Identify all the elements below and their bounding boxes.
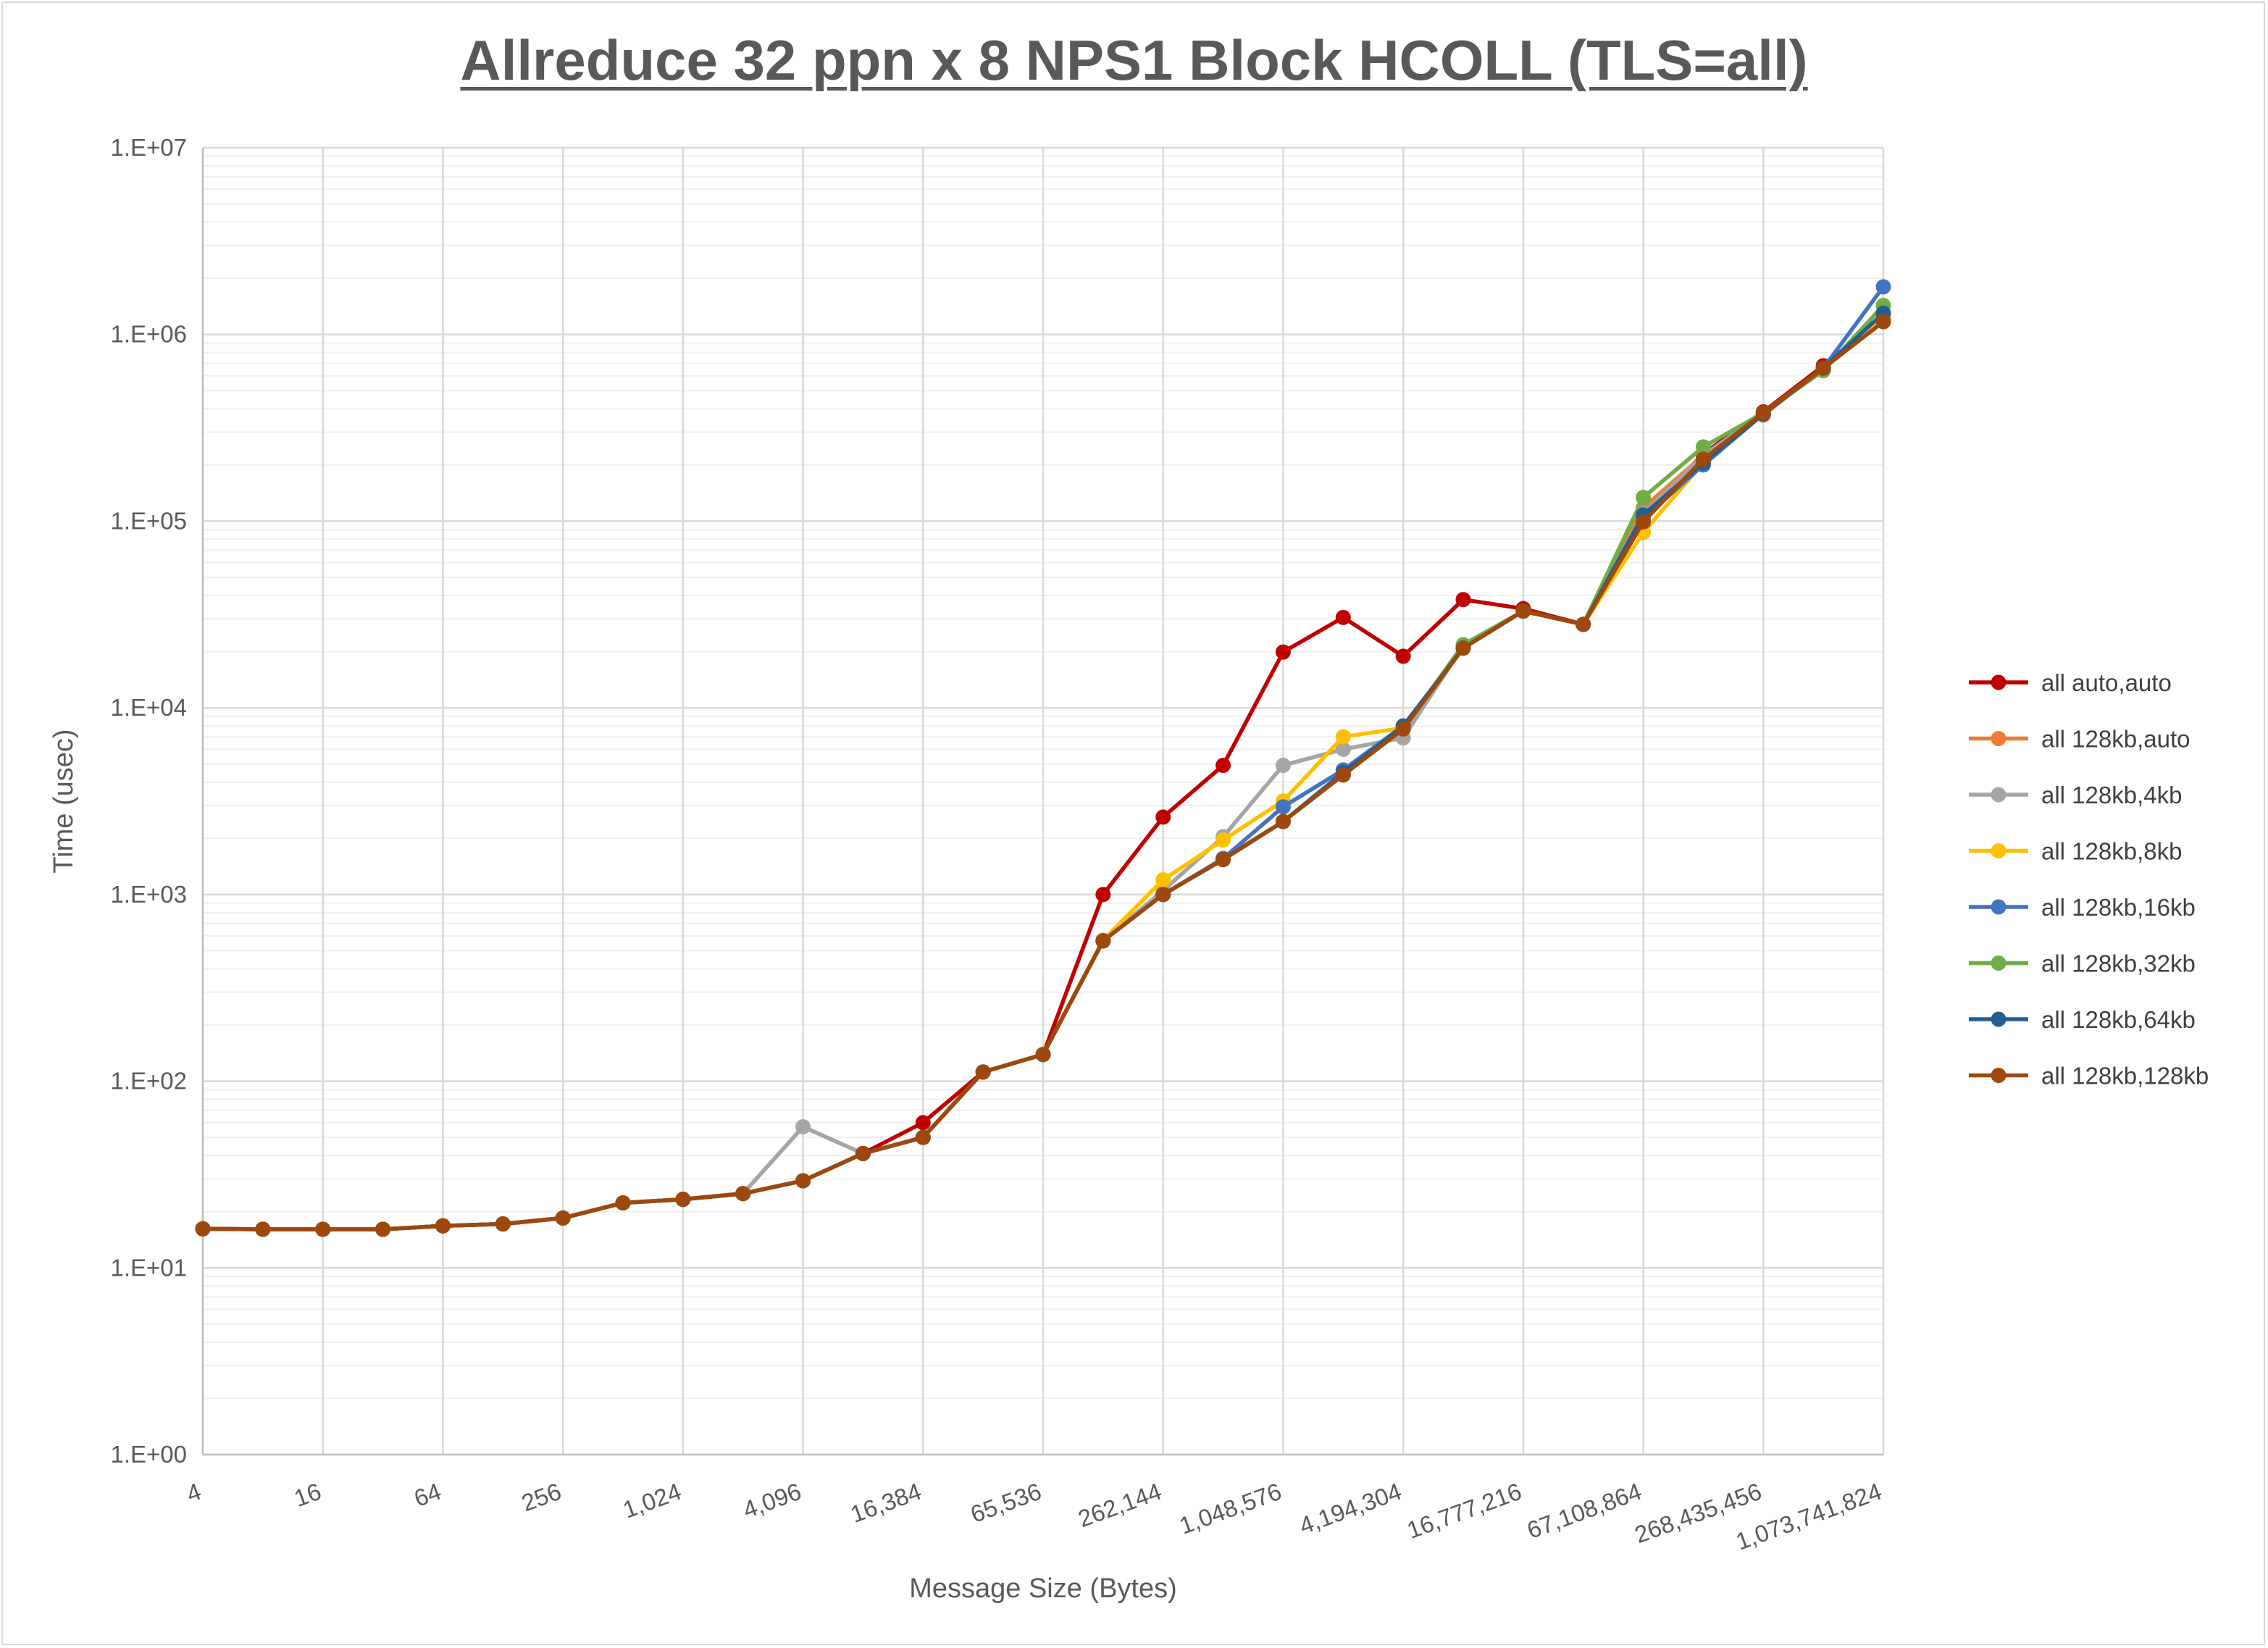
data-point	[1335, 741, 1351, 757]
data-point	[495, 1216, 511, 1232]
data-point	[795, 1118, 811, 1134]
data-point	[1815, 360, 1831, 376]
data-point	[1636, 490, 1652, 506]
data-point	[1395, 721, 1411, 737]
legend-label: all auto,auto	[2041, 669, 2172, 696]
data-point	[1695, 439, 1711, 455]
data-point	[195, 1221, 211, 1237]
legend-marker	[1991, 1011, 2007, 1027]
legend-label: all 128kb,32kb	[2041, 950, 2196, 977]
x-tick-label: 67,108,864	[1523, 1478, 1645, 1544]
chart-title: Allreduce 32 ppn x 8 NPS1 Block HCOLL (T…	[460, 28, 1808, 92]
data-point	[1275, 799, 1291, 815]
x-tick-label: 4,096	[740, 1478, 805, 1523]
data-point	[975, 1064, 991, 1080]
data-point	[675, 1192, 691, 1208]
data-point	[255, 1221, 271, 1237]
data-point	[1095, 887, 1111, 903]
legend-label: all 128kb,8kb	[2041, 838, 2182, 865]
data-point	[855, 1145, 871, 1161]
data-point	[1755, 405, 1771, 421]
legend-marker	[1991, 674, 2007, 690]
x-tick-label: 65,536	[967, 1478, 1045, 1528]
x-tick-label: 256	[518, 1478, 564, 1517]
data-point	[1695, 451, 1711, 467]
data-point	[1335, 609, 1351, 625]
y-axis-label: Time (usec)	[49, 729, 79, 873]
y-tick-label: 1.E+07	[110, 134, 187, 161]
data-point	[375, 1221, 391, 1237]
data-point	[1875, 314, 1891, 330]
x-tick-label: 262,144	[1074, 1478, 1165, 1533]
data-point	[1875, 279, 1891, 295]
x-tick-label: 1,048,576	[1176, 1478, 1285, 1539]
data-point	[1395, 648, 1411, 664]
data-point	[915, 1115, 931, 1131]
data-point	[1275, 813, 1291, 829]
data-point	[1215, 758, 1231, 774]
x-tick-label: 4,194,304	[1296, 1478, 1405, 1539]
x-tick-label: 64	[411, 1478, 445, 1512]
legend-marker	[1991, 899, 2007, 915]
data-point	[1215, 852, 1231, 868]
x-tick-label: 16,384	[847, 1478, 925, 1528]
legend-label: all 128kb,4kb	[2041, 782, 2182, 808]
data-point	[1095, 933, 1111, 949]
data-point	[1455, 592, 1471, 608]
legend-marker	[1991, 1068, 2007, 1083]
legend-label: all 128kb,auto	[2041, 726, 2190, 753]
data-point	[1155, 809, 1171, 825]
data-point	[915, 1129, 931, 1145]
x-tick-label: 1,024	[619, 1478, 685, 1523]
data-point	[435, 1218, 451, 1234]
data-point	[615, 1195, 631, 1211]
x-tick-label: 4	[183, 1478, 204, 1507]
data-point	[1035, 1047, 1051, 1063]
y-tick-label: 1.E+00	[110, 1441, 187, 1468]
data-point	[1155, 871, 1171, 887]
x-tick-label: 16	[290, 1478, 325, 1512]
y-tick-label: 1.E+05	[110, 507, 187, 534]
legend-label: all 128kb,128kb	[2041, 1063, 2209, 1089]
data-point	[1275, 758, 1291, 774]
data-point	[315, 1221, 331, 1237]
legend-marker	[1991, 787, 2007, 803]
y-tick-label: 1.E+06	[110, 321, 187, 348]
data-point	[795, 1173, 811, 1189]
x-tick-label: 16,777,216	[1403, 1478, 1525, 1544]
data-point	[555, 1210, 571, 1226]
y-tick-label: 1.E+02	[110, 1068, 187, 1095]
data-point	[1335, 729, 1351, 745]
y-tick-label: 1.E+03	[110, 881, 187, 908]
data-point	[1215, 832, 1231, 848]
data-point	[1455, 640, 1471, 656]
x-axis-label: Message Size (Bytes)	[909, 1573, 1177, 1604]
legend-label: all 128kb,16kb	[2041, 894, 2196, 921]
data-point	[1515, 603, 1531, 619]
data-point	[735, 1186, 751, 1202]
data-point	[1155, 887, 1171, 903]
legend-marker	[1991, 955, 2007, 971]
legend-marker	[1991, 843, 2007, 858]
y-tick-label: 1.E+01	[110, 1254, 187, 1281]
y-tick-label: 1.E+04	[110, 694, 187, 721]
legend-marker	[1991, 731, 2007, 746]
legend-label: all 128kb,64kb	[2041, 1006, 2196, 1033]
data-point	[1576, 616, 1591, 632]
data-point	[1335, 767, 1351, 783]
data-point	[1636, 514, 1652, 530]
data-point	[1275, 644, 1291, 660]
